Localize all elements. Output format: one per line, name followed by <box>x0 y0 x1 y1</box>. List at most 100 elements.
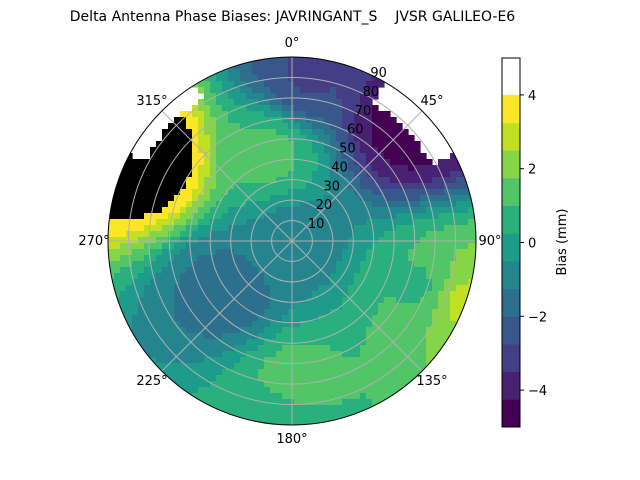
contour-cell <box>246 159 253 166</box>
contour-cell <box>156 213 163 220</box>
contour-cell <box>450 321 457 328</box>
contour-cell <box>420 303 427 310</box>
contour-cell <box>270 231 277 238</box>
contour-cell <box>438 231 445 238</box>
contour-cell <box>228 285 235 292</box>
contour-cell <box>336 225 343 232</box>
contour-cell <box>372 123 379 130</box>
contour-cell <box>228 369 235 376</box>
contour-cell <box>246 75 253 82</box>
contour-cell <box>468 297 475 304</box>
contour-cell <box>306 411 313 418</box>
contour-cell <box>342 327 349 334</box>
contour-cell <box>222 273 229 280</box>
contour-cell <box>150 159 157 166</box>
contour-cell <box>420 309 427 316</box>
contour-cell <box>240 357 247 364</box>
contour-cell <box>336 279 343 286</box>
contour-cell <box>378 129 385 136</box>
contour-cell <box>144 303 151 310</box>
contour-cell <box>234 153 241 160</box>
contour-cell <box>120 195 127 202</box>
contour-cell <box>204 357 211 364</box>
contour-cell <box>306 243 313 250</box>
contour-cell <box>192 309 199 316</box>
contour-cell <box>456 243 463 250</box>
contour-cell <box>180 177 187 184</box>
contour-cell <box>294 345 301 352</box>
contour-cell <box>294 87 301 94</box>
contour-cell <box>192 207 199 214</box>
contour-cell <box>174 183 181 190</box>
contour-cell <box>174 273 181 280</box>
contour-cell <box>408 201 415 208</box>
contour-cell <box>174 231 181 238</box>
contour-cell <box>108 267 115 274</box>
contour-cell <box>282 249 289 256</box>
contour-cell <box>396 375 403 382</box>
contour-cell <box>288 339 295 346</box>
contour-cell <box>234 75 241 82</box>
contour-cell <box>222 357 229 364</box>
contour-cell <box>402 321 409 328</box>
contour-cell <box>174 351 181 358</box>
contour-cell <box>240 165 247 172</box>
contour-cell <box>156 351 163 358</box>
contour-cell <box>414 141 421 148</box>
contour-cell <box>354 249 361 256</box>
contour-cell <box>336 183 343 190</box>
contour-cell <box>462 291 469 298</box>
contour-cell <box>396 195 403 202</box>
contour-cell <box>300 321 307 328</box>
contour-cell <box>192 381 199 388</box>
contour-cell <box>126 177 133 184</box>
contour-cell <box>414 291 421 298</box>
contour-cell <box>240 111 247 118</box>
contour-cell <box>378 111 385 118</box>
contour-cell <box>414 159 421 166</box>
contour-cell <box>378 255 385 262</box>
contour-cell <box>348 201 355 208</box>
contour-cell <box>330 303 337 310</box>
contour-cell <box>432 321 439 328</box>
contour-cell <box>258 231 265 238</box>
contour-cell <box>342 111 349 118</box>
contour-cell <box>240 255 247 262</box>
contour-cell <box>138 327 145 334</box>
contour-cell <box>348 171 355 178</box>
contour-cell <box>276 417 283 424</box>
contour-cell <box>420 261 427 268</box>
contour-cell <box>324 177 331 184</box>
contour-cell <box>276 189 283 196</box>
contour-cell <box>300 369 307 376</box>
contour-cell <box>372 219 379 226</box>
contour-cell <box>402 249 409 256</box>
colorbar-segment <box>502 94 520 124</box>
contour-cell <box>180 207 187 214</box>
contour-cell <box>174 135 181 142</box>
contour-cell <box>396 327 403 334</box>
contour-cell <box>138 279 145 286</box>
contour-cell <box>168 327 175 334</box>
contour-cell <box>330 141 337 148</box>
contour-cell <box>258 321 265 328</box>
contour-cell <box>414 213 421 220</box>
contour-cell <box>384 321 391 328</box>
contour-cell <box>288 117 295 124</box>
contour-cell <box>456 183 463 190</box>
contour-cell <box>114 279 121 286</box>
contour-cell <box>168 279 175 286</box>
contour-cell <box>222 81 229 88</box>
contour-cell <box>216 93 223 100</box>
contour-cell <box>336 141 343 148</box>
contour-cell <box>174 387 181 394</box>
contour-cell <box>330 267 337 274</box>
contour-cell <box>114 207 121 214</box>
contour-cell <box>234 243 241 250</box>
contour-cell <box>378 393 385 400</box>
contour-cell <box>168 237 175 244</box>
contour-cell <box>282 105 289 112</box>
contour-cell <box>420 279 427 286</box>
contour-cell <box>240 315 247 322</box>
contour-cell <box>276 423 283 425</box>
